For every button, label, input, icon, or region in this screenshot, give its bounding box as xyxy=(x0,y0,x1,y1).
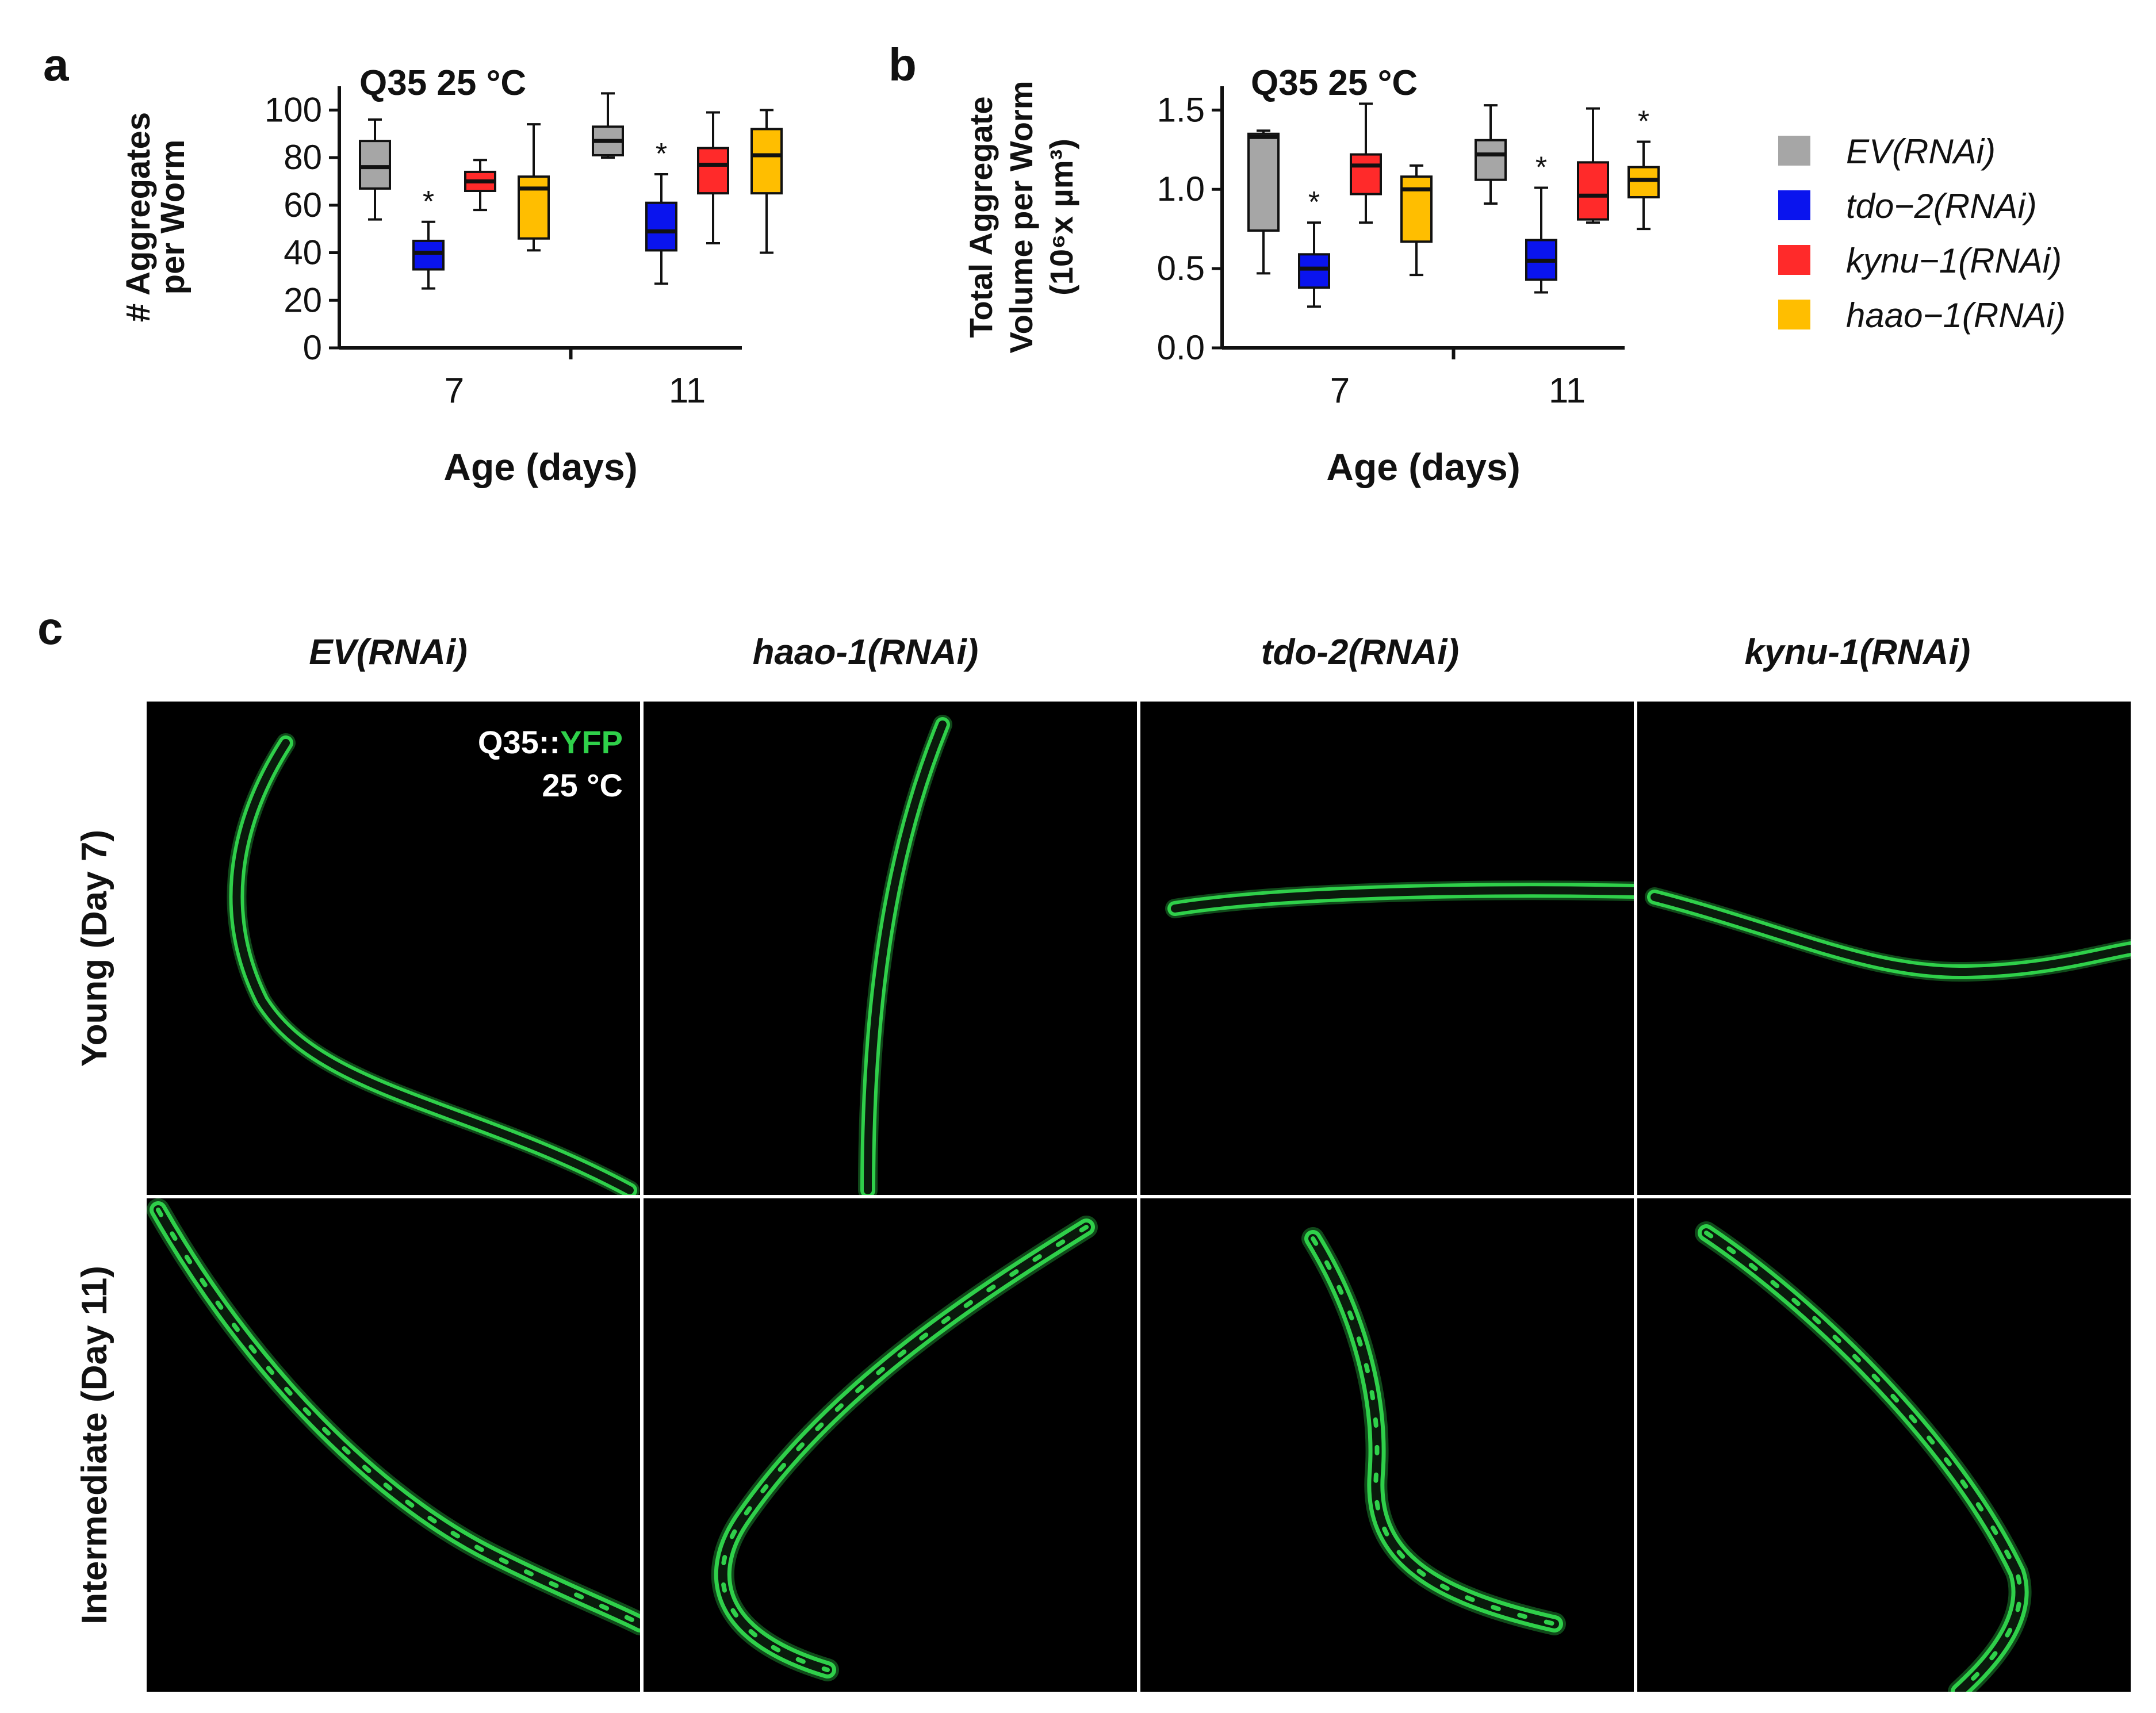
significance-star: * xyxy=(1308,186,1320,219)
significance-star: * xyxy=(423,185,434,219)
box-iqr xyxy=(1298,253,1330,289)
significance-star: * xyxy=(1638,105,1649,139)
micrograph-tile-r1-c3 xyxy=(1140,702,1634,1195)
worm-group xyxy=(227,733,639,1195)
reporter-temperature: 25 °C xyxy=(542,767,623,803)
micrograph-tile-r1-c1 xyxy=(147,702,640,1195)
legend-label: haao−1(RNAi) xyxy=(1846,296,2066,335)
x-tick-label: 7 xyxy=(445,371,464,411)
box-iqr xyxy=(1350,153,1382,196)
worm-group xyxy=(1165,880,1634,918)
micrograph-background xyxy=(1637,702,2131,1195)
y-tick-label: 40 xyxy=(284,233,322,272)
legend: EV(RNAi) tdo−2(RNAi) kynu−1(RNAi) haao−1(RN… xyxy=(1778,132,2066,335)
worm-group xyxy=(147,1198,640,1635)
legend-label: EV(RNAi) xyxy=(1846,132,1996,171)
micrograph-grid: EV(RNAi) haao-1(RNAi) tdo-2(RNAi) kynu-1(RN… xyxy=(75,633,2131,1692)
panel-letter-b: b xyxy=(889,39,917,90)
box-iqr xyxy=(645,201,677,252)
micrograph-tile-r2-c1 xyxy=(147,1198,640,1692)
y-axis-title-line: (10⁶x µm³) xyxy=(1043,139,1079,296)
micrograph-background xyxy=(147,1198,640,1692)
y-tick-label: 0.5 xyxy=(1157,249,1205,288)
legend-swatch xyxy=(1778,300,1810,329)
y-tick-label: 80 xyxy=(284,138,322,177)
micrograph-background xyxy=(644,1198,1137,1692)
legend-label: kynu−1(RNAi) xyxy=(1846,242,2062,280)
worm-group xyxy=(858,715,952,1195)
chart-condition-title: Q35 25 °C xyxy=(1251,63,1418,103)
y-tick-label: 0 xyxy=(303,328,322,367)
x-tick-label: 11 xyxy=(669,371,706,411)
y-axis-title-line: # Aggregates xyxy=(120,112,157,322)
legend-label: tdo−2(RNAi) xyxy=(1846,187,2037,225)
micrograph-background xyxy=(1637,1198,2131,1692)
worm-group xyxy=(1695,1221,2032,1692)
legend-swatch xyxy=(1778,190,1810,220)
worm-body-interior xyxy=(1650,893,2131,976)
worm-group xyxy=(1645,887,2131,982)
reporter-label: Q35::YFP xyxy=(478,724,623,760)
box-iqr xyxy=(750,128,783,195)
worm-aggregates xyxy=(1311,1236,1557,1626)
row-label: Young (Day 7) xyxy=(75,830,114,1067)
micrograph-tile-r2-c2 xyxy=(644,1198,1137,1692)
micrograph-tile-r1-c2 xyxy=(644,702,1137,1195)
box-iqr xyxy=(697,147,729,195)
box-iqr xyxy=(1247,132,1280,232)
chart-panel-b: Q35 25 °C 0.0 0.5 1.0 1.5 7 11 Age (days) Total … xyxy=(963,63,1660,488)
reporter-fluor: YFP xyxy=(560,724,623,760)
column-header: EV(RNAi) xyxy=(309,633,468,672)
reporter-prefix: Q35:: xyxy=(478,724,560,760)
column-header: haao-1(RNAi) xyxy=(753,633,979,672)
y-tick-label: 60 xyxy=(284,186,322,224)
y-tick-label: 100 xyxy=(265,90,322,129)
legend-swatch xyxy=(1778,136,1810,166)
y-axis-title-line: Total Aggregate xyxy=(963,96,999,338)
y-tick-label: 1.0 xyxy=(1157,170,1205,208)
y-axis-title-line: Volume per Worm xyxy=(1003,81,1039,353)
micrograph-background xyxy=(1140,1198,1634,1692)
y-tick-label: 20 xyxy=(284,281,322,319)
box-iqr xyxy=(1400,175,1433,243)
legend-swatch xyxy=(1778,245,1810,275)
y-tick-label: 1.5 xyxy=(1157,90,1205,129)
worm-body-interior xyxy=(718,1223,1091,1674)
y-axis-title-line: per Worm xyxy=(154,140,192,295)
column-header: kynu-1(RNAi) xyxy=(1745,633,1971,672)
micrograph-background xyxy=(147,702,640,1195)
x-tick-label: 7 xyxy=(1330,371,1350,411)
worm-group xyxy=(711,1216,1098,1681)
panel-letter-c: c xyxy=(37,603,63,654)
box-iqr xyxy=(359,140,391,190)
chart-panel-a: Q35 25 °C 0 20 40 60 80 100 7 11 Age (days) # Aggr… xyxy=(120,63,783,488)
box-iqr xyxy=(412,239,445,271)
micrograph-tile-r2-c4 xyxy=(1637,1198,2131,1692)
worm-body-interior xyxy=(232,739,634,1194)
x-axis-title: Age (days) xyxy=(1326,446,1520,488)
significance-star: * xyxy=(1535,151,1547,184)
box-iqr xyxy=(518,175,550,240)
column-header: tdo-2(RNAi) xyxy=(1261,633,1459,672)
x-tick-label: 11 xyxy=(1549,371,1586,411)
row-label: Intermediate (Day 11) xyxy=(75,1266,114,1624)
panel-letter-a: a xyxy=(43,39,69,90)
micrograph-background xyxy=(1140,702,1634,1195)
box-iqr xyxy=(1577,161,1609,221)
box-iqr xyxy=(1475,139,1507,181)
x-axis-title: Age (days) xyxy=(443,446,637,488)
worm-body-interior xyxy=(864,721,947,1194)
box-iqr xyxy=(1627,166,1660,199)
chart-condition-title: Q35 25 °C xyxy=(359,63,526,103)
micrograph-tile-r2-c3 xyxy=(1140,1198,1634,1692)
significance-star: * xyxy=(656,137,667,171)
worm-aggregates xyxy=(156,1208,640,1626)
micrograph-tile-r1-c4 xyxy=(1637,702,2131,1195)
worm-aggregates xyxy=(1704,1231,2023,1692)
worm-body-interior xyxy=(1171,886,1634,913)
worm-group xyxy=(1301,1227,1566,1635)
y-tick-label: 0.0 xyxy=(1157,328,1205,367)
